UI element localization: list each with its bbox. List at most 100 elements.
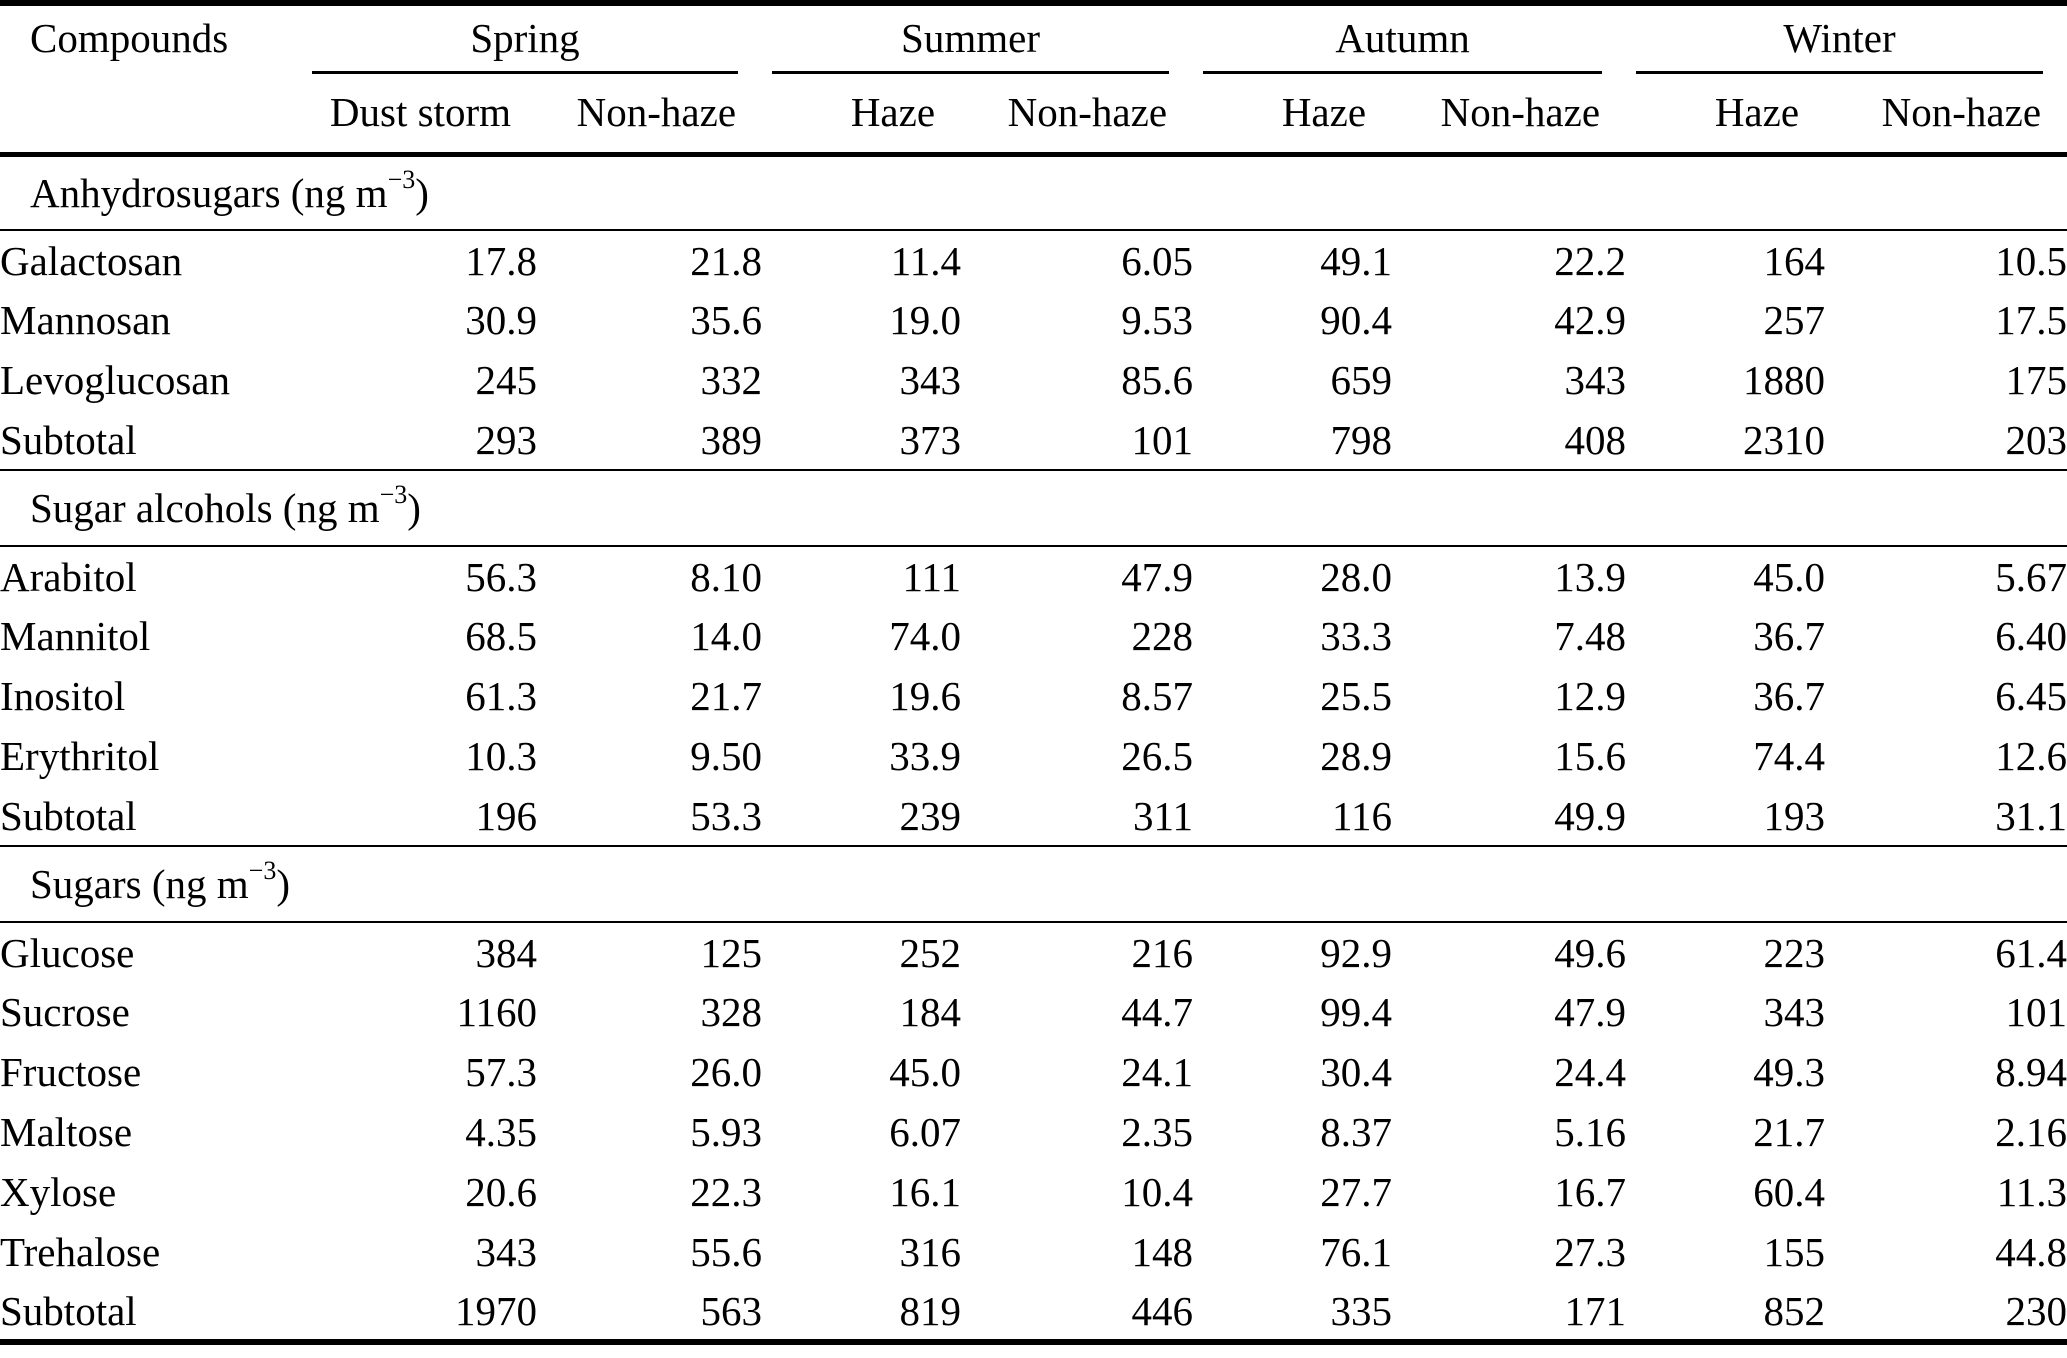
season-label-winter: Winter — [1783, 15, 1896, 61]
value-cell: 8.10 — [690, 553, 763, 600]
value-cell: 311 — [1133, 792, 1194, 839]
value-cell: 16.1 — [889, 1169, 962, 1215]
table-row: Arabitol 56.3 8.10 111 47.9 28.0 13.9 45.0 5.67 — [0, 546, 2067, 606]
compound-name: Glucose — [0, 929, 135, 976]
value-cell: 659 — [1330, 357, 1393, 403]
value-cell: 21.8 — [690, 237, 763, 284]
compounds-header: Compounds — [0, 3, 302, 157]
value-cell: 228 — [1131, 613, 1194, 659]
value-cell: 252 — [899, 929, 962, 976]
value-cell: 36.7 — [1753, 613, 1826, 659]
value-cell: 101 — [1131, 416, 1194, 463]
season-label-spring: Spring — [470, 15, 580, 61]
value-cell: 6.07 — [889, 1109, 962, 1155]
value-cell: 16.7 — [1554, 1169, 1627, 1215]
subcol-header-winter-haze: Haze — [1626, 74, 1826, 157]
value-cell: 239 — [899, 792, 962, 839]
value-cell: 92.9 — [1320, 929, 1393, 976]
value-cell: 6.05 — [1121, 237, 1194, 284]
value-cell: 35.6 — [690, 297, 763, 343]
compound-name: Mannosan — [0, 297, 171, 343]
value-cell: 2310 — [1743, 416, 1826, 463]
value-cell: 30.9 — [465, 297, 537, 343]
value-cell: 27.7 — [1320, 1169, 1393, 1215]
value-cell: 223 — [1763, 929, 1826, 976]
value-cell: 85.6 — [1121, 357, 1194, 403]
value-cell: 42.9 — [1554, 297, 1627, 343]
subcol-header-spring-dust-storm: Dust storm — [302, 74, 537, 157]
value-cell: 343 — [1763, 989, 1826, 1035]
subcol-header-row: Dust storm Non-haze Haze Non-haze Haze N… — [0, 74, 2067, 157]
value-cell: 316 — [899, 1229, 962, 1275]
value-cell: 8.94 — [1995, 1049, 2067, 1095]
compound-name: Sucrose — [0, 989, 130, 1035]
value-cell: 1970 — [455, 1287, 537, 1334]
season-header-spring: Spring — [302, 3, 762, 74]
value-cell: 24.4 — [1554, 1049, 1627, 1095]
section-title: Sugars (ng m−3) — [0, 845, 2067, 923]
value-cell: 57.3 — [465, 1049, 537, 1095]
value-cell: 408 — [1564, 416, 1627, 463]
compounds-header-label: Compounds — [30, 15, 229, 61]
value-cell: 335 — [1330, 1287, 1393, 1334]
value-cell: 343 — [475, 1229, 538, 1275]
value-cell: 8.37 — [1320, 1109, 1393, 1155]
value-cell: 26.0 — [690, 1049, 763, 1095]
value-cell: 12.9 — [1554, 673, 1627, 719]
value-cell: 230 — [2005, 1287, 2067, 1334]
value-cell: 45.0 — [1753, 553, 1826, 600]
value-cell: 49.6 — [1554, 929, 1627, 976]
value-cell: 5.16 — [1554, 1109, 1627, 1155]
value-cell: 171 — [1564, 1287, 1627, 1334]
value-cell: 184 — [899, 989, 962, 1035]
value-cell: 343 — [899, 357, 962, 403]
unit-exponent: −3 — [387, 165, 416, 195]
table-row: Glucose 384 125 252 216 92.9 49.6 223 61.4 — [0, 922, 2067, 982]
compound-name: Fructose — [0, 1049, 142, 1095]
table-row: Mannosan 30.9 35.6 19.0 9.53 90.4 42.9 257 17.5 — [0, 290, 2067, 350]
value-cell: 12.6 — [1995, 733, 2067, 779]
value-cell: 13.9 — [1554, 553, 1627, 600]
section-header-row: Sugars (ng m−3) — [0, 845, 2067, 923]
value-cell: 155 — [1763, 1229, 1826, 1275]
value-cell: 6.45 — [1995, 673, 2067, 719]
value-cell: 36.7 — [1753, 673, 1826, 719]
unit-exponent: −3 — [379, 480, 408, 510]
value-cell: 4.35 — [465, 1109, 537, 1155]
season-header-autumn: Autumn — [1193, 3, 1626, 74]
section-title: Anhydrosugars (ng m−3) — [0, 153, 2067, 231]
table-row: Mannitol 68.5 14.0 74.0 228 33.3 7.48 36.7 6.40 — [0, 606, 2067, 666]
table-row: Inositol 61.3 21.7 19.6 8.57 25.5 12.9 36.7 6.45 — [0, 666, 2067, 726]
value-cell: 49.3 — [1753, 1049, 1826, 1095]
value-cell: 1160 — [456, 989, 537, 1035]
value-cell: 17.5 — [1995, 297, 2067, 343]
value-cell: 17.8 — [465, 237, 537, 284]
unit-exponent: −3 — [248, 856, 277, 886]
value-cell: 101 — [2005, 989, 2067, 1035]
value-cell: 53.3 — [690, 792, 763, 839]
value-cell: 90.4 — [1320, 297, 1393, 343]
value-cell: 293 — [475, 416, 538, 463]
value-cell: 193 — [1763, 792, 1826, 839]
season-header-row: Compounds Spring Summer Autumn Winter — [0, 3, 2067, 157]
table-row: Xylose 20.6 22.3 16.1 10.4 27.7 16.7 60.4 11.3 — [0, 1162, 2067, 1222]
value-cell: 47.9 — [1121, 553, 1194, 600]
compound-name: Xylose — [0, 1169, 117, 1215]
value-cell: 25.5 — [1320, 673, 1393, 719]
section-title: Sugar alcohols (ng m−3) — [0, 469, 2067, 547]
value-cell: 125 — [700, 929, 763, 976]
compound-name: Subtotal — [0, 792, 137, 839]
table-row: Maltose 4.35 5.93 6.07 2.35 8.37 5.16 21.7 2.16 — [0, 1102, 2067, 1162]
value-cell: 7.48 — [1554, 613, 1627, 659]
value-cell: 216 — [1131, 929, 1194, 976]
value-cell: 11.4 — [890, 237, 962, 284]
subcol-header-autumn-non-haze: Non-haze — [1392, 74, 1627, 157]
value-cell: 196 — [475, 792, 538, 839]
value-cell: 563 — [700, 1287, 763, 1334]
value-cell: 5.67 — [1995, 553, 2067, 600]
value-cell: 24.1 — [1121, 1049, 1194, 1095]
value-cell: 28.9 — [1320, 733, 1393, 779]
value-cell: 332 — [700, 357, 763, 403]
